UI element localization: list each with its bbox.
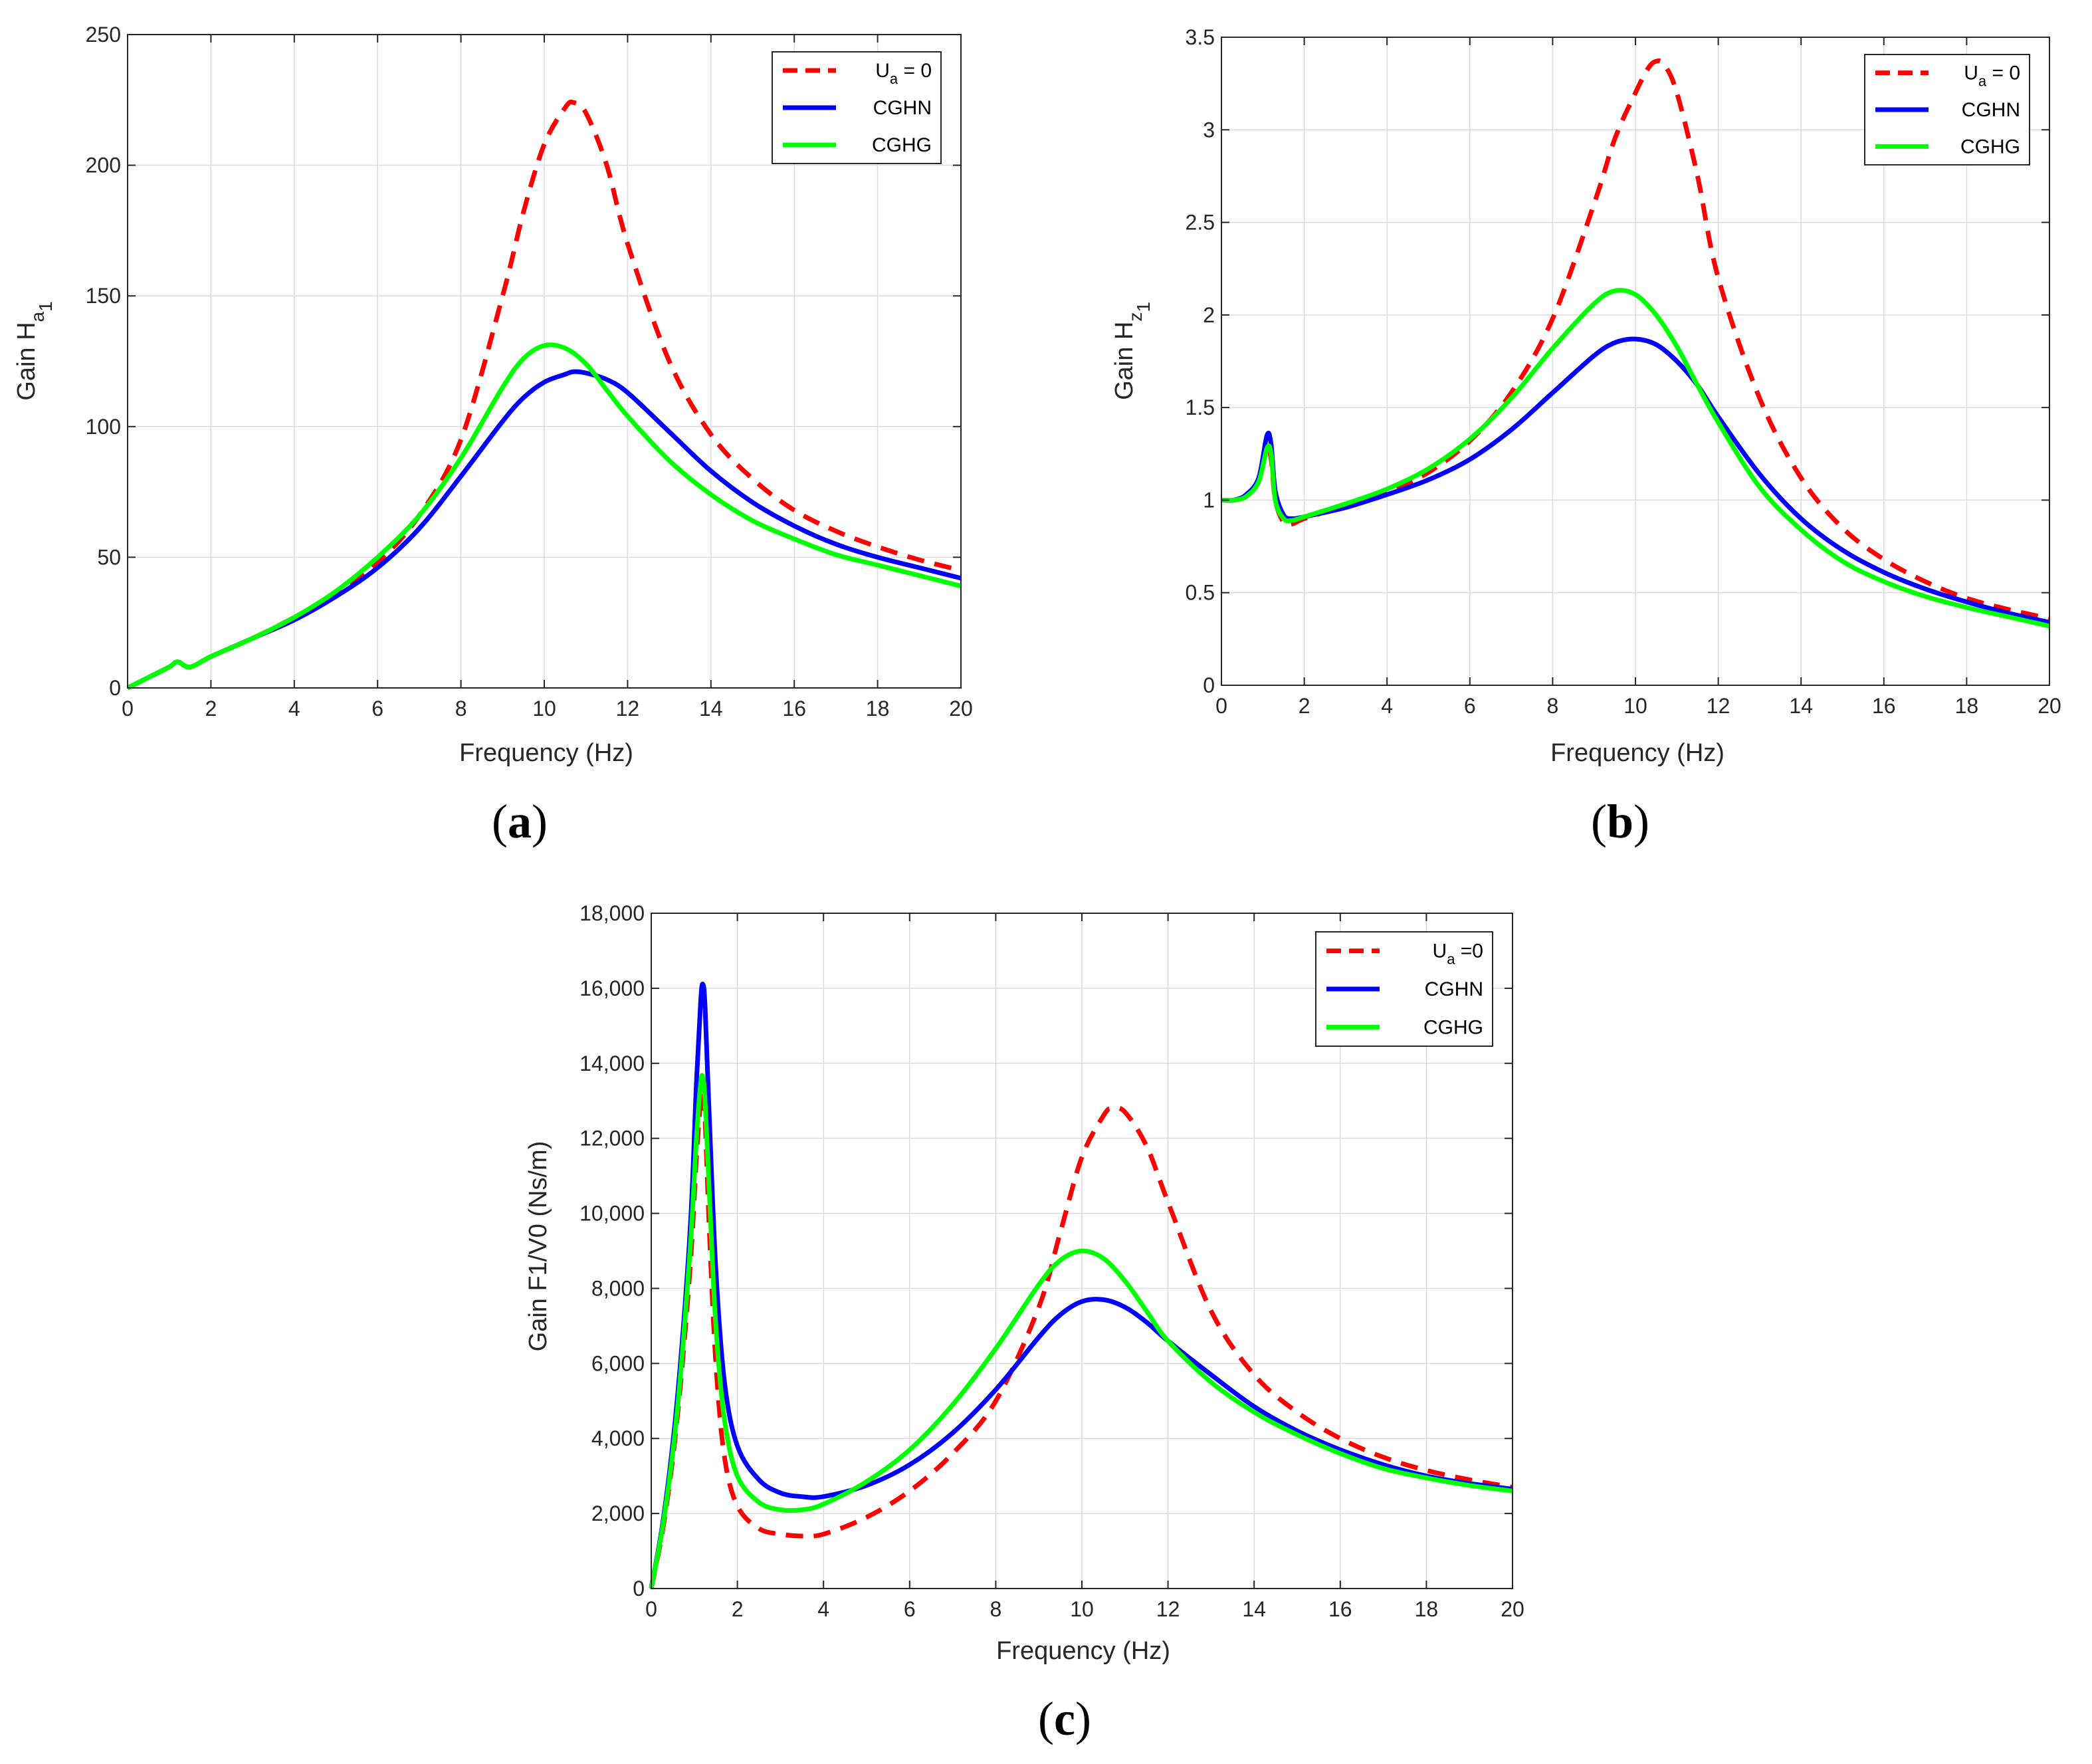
y-tick-label: 2,000: [591, 1501, 645, 1525]
panel-caption: (a): [492, 795, 548, 848]
x-tick-label: 0: [122, 697, 134, 720]
x-tick-label: 10: [1623, 694, 1647, 718]
y-tick-label: 1.5: [1186, 395, 1215, 419]
axis-ticks: 0 2 4 6 8 10 12 14 16 18 20 0 0.5 1 1.5 2 2.5 3 3.5: [1186, 25, 2061, 718]
x-tick-label: 0: [645, 1597, 657, 1621]
y-tick-label: 100: [86, 415, 121, 439]
legend-label-dashed: Ua = 0: [875, 60, 932, 87]
y-tick-label: 0: [633, 1577, 645, 1600]
y-tick-label: 6,000: [591, 1351, 645, 1375]
x-tick-label: 18: [1415, 1597, 1439, 1621]
x-tick-label: 16: [1328, 1597, 1352, 1621]
y-tick-label: 50: [97, 545, 121, 569]
x-tick-label: 18: [866, 697, 890, 720]
x-tick-label: 20: [2038, 694, 2061, 718]
legend: Ua =0 CGHN CGHG: [1315, 931, 1493, 1047]
x-tick-label: 2: [732, 1597, 744, 1621]
y-axis-label: Gain Hz1: [1110, 302, 1154, 400]
x-tick-label: 12: [616, 697, 640, 720]
y-tick-label: 14,000: [579, 1051, 645, 1075]
x-axis-label: Frequency (Hz): [459, 739, 633, 767]
x-tick-label: 10: [1070, 1597, 1094, 1621]
x-axis-label: Frequency (Hz): [1550, 739, 1725, 767]
legend: Ua = 0 CGHN CGHG: [1864, 54, 2030, 165]
chart-panel-b: 0 2 4 6 8 10 12 14 16 18 20 0 0.5 1 1.5 2 2.5 3 3.5 Freque…: [1110, 25, 2061, 848]
series-line-dashed: [1221, 58, 2050, 621]
y-axis-label: Gain Ha1: [13, 301, 56, 400]
y-tick-label: 1: [1203, 488, 1215, 512]
y-tick-label: 3: [1203, 118, 1215, 142]
legend-label-cghn: CGHN: [1425, 978, 1483, 1000]
x-tick-label: 0: [1215, 694, 1227, 718]
x-tick-label: 12: [1707, 694, 1730, 718]
y-tick-label: 8,000: [591, 1276, 645, 1300]
y-tick-label: 0: [109, 676, 121, 700]
series-line-cghn: [649, 982, 1513, 1589]
y-tick-label: 0: [1203, 673, 1215, 697]
y-tick-label: 3.5: [1186, 25, 1215, 49]
x-tick-label: 6: [371, 697, 383, 720]
x-tick-label: 2: [205, 697, 217, 720]
axis-ticks: 0 2 4 6 8 10 12 14 16 18 20 0 2,000 4,000 6,000 8,000 10…: [579, 901, 1524, 1621]
x-tick-label: 4: [817, 1597, 829, 1621]
x-tick-label: 8: [990, 1597, 1002, 1621]
y-tick-label: 150: [86, 284, 121, 308]
x-tick-label: 16: [782, 697, 806, 720]
x-tick-label: 8: [455, 697, 467, 720]
series-line-cghg: [1221, 288, 2050, 629]
panel-caption: (c): [1038, 1692, 1091, 1745]
y-tick-label: 0.5: [1186, 581, 1215, 605]
x-tick-label: 10: [532, 697, 556, 720]
chart-panel-c: 0 2 4 6 8 10 12 14 16 18 20 0 2,000 4,000 6,000 8,000 10…: [524, 901, 1524, 1745]
x-tick-label: 16: [1872, 694, 1896, 718]
x-tick-label: 6: [904, 1597, 916, 1621]
series-line-cghg: [649, 1073, 1513, 1589]
x-tick-label: 6: [1464, 694, 1476, 718]
y-tick-label: 200: [86, 154, 121, 177]
legend-label-dashed: Ua = 0: [1964, 62, 2020, 90]
series-layer: [1221, 58, 2050, 629]
x-axis-label: Frequency (Hz): [996, 1637, 1170, 1665]
x-tick-label: 2: [1299, 694, 1310, 718]
y-tick-label: 2: [1203, 303, 1215, 327]
series-line-cghg: [126, 342, 962, 691]
panel-caption: (b): [1591, 795, 1649, 848]
x-tick-label: 8: [1547, 694, 1559, 718]
series-layer: [126, 99, 962, 691]
x-tick-label: 12: [1156, 1597, 1180, 1621]
y-tick-label: 16,000: [579, 976, 645, 1000]
x-tick-label: 20: [1501, 1597, 1524, 1621]
legend: Ua = 0 CGHN CGHG: [772, 51, 942, 164]
grid-lines: [651, 913, 1513, 1589]
y-axis-label: Gain F1/V0 (Ns/m): [524, 1141, 552, 1352]
y-tick-label: 4,000: [591, 1426, 645, 1450]
legend-label-dashed: Ua =0: [1433, 940, 1483, 968]
legend-label-cghg: CGHG: [872, 134, 932, 156]
legend-label-cghn: CGHN: [873, 97, 932, 119]
y-tick-label: 18,000: [579, 901, 645, 925]
series-line-dashed: [126, 99, 962, 691]
x-tick-label: 18: [1955, 694, 1979, 718]
x-tick-label: 4: [288, 697, 300, 720]
x-tick-label: 14: [1789, 694, 1813, 718]
legend-label-cghg: CGHG: [1960, 136, 2020, 158]
x-tick-label: 4: [1381, 694, 1393, 718]
x-tick-label: 14: [1242, 1597, 1266, 1621]
y-tick-label: 2.5: [1186, 211, 1215, 235]
y-tick-label: 10,000: [579, 1202, 645, 1226]
y-tick-label: 250: [86, 23, 121, 47]
x-tick-label: 20: [949, 697, 973, 720]
x-tick-label: 14: [699, 697, 723, 720]
series-layer: [649, 982, 1513, 1589]
legend-label-cghn: CGHN: [1962, 99, 2020, 121]
y-tick-label: 12,000: [579, 1127, 645, 1151]
legend-label-cghg: CGHG: [1423, 1016, 1483, 1038]
